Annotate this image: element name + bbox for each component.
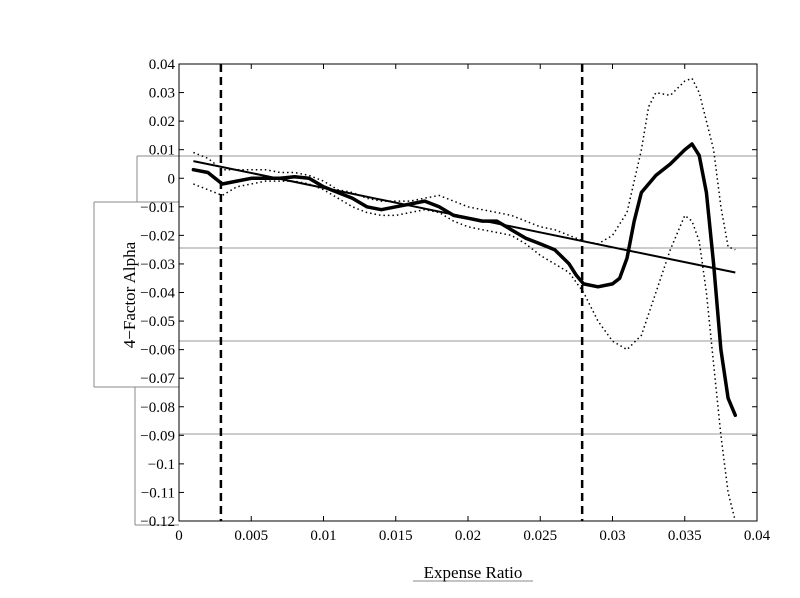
y-tick-label: −0.07: [140, 371, 175, 387]
y-tick-label: −0.05: [140, 314, 175, 330]
x-tick-label: 0.005: [234, 528, 268, 544]
y-tick-label: −0.12: [140, 514, 175, 530]
y-tick-label: 0: [168, 171, 176, 187]
panel-frame-lines: [93, 155, 757, 582]
x-tick-label: 0.03: [599, 528, 625, 544]
x-tick-label: 0.01: [310, 528, 336, 544]
upper-confidence-band: [193, 77, 736, 251]
x-tick-label: 0.04: [744, 528, 771, 544]
y-tick-label: −0.01: [140, 200, 175, 216]
series-layer: [191, 64, 738, 522]
y-tick-label: −0.08: [140, 400, 175, 416]
plot-area: [178, 63, 758, 522]
y-tick-label: 0.01: [149, 143, 175, 159]
x-tick-label: 0.02: [455, 528, 481, 544]
y-tick-label: −0.09: [140, 428, 175, 444]
y-axis: 0.04 0.03 0.02 0.01 0 −0.01 −0.02 −0.03 −0.04 −0.…: [140, 57, 757, 530]
y-axis-title: 4−Factor Alpha: [120, 241, 139, 348]
y-tick-label: −0.03: [140, 257, 175, 273]
linear-fit-line: [193, 160, 736, 274]
y-tick-label: −0.04: [140, 286, 175, 302]
x-axis: 0 0.005 0.01 0.015 0.02 0.025 0.03 0.035 0.04: [175, 64, 771, 544]
lower-confidence-band: [193, 180, 737, 522]
y-tick-label: 0.04: [149, 57, 176, 73]
y-tick-label: 0.03: [149, 86, 175, 102]
x-axis-title: Expense Ratio: [424, 563, 523, 582]
y-tick-label: −0.02: [140, 228, 175, 244]
alpha-estimate-line: [191, 142, 738, 418]
x-tick-label: 0: [175, 528, 183, 544]
y-tick-label: −0.11: [141, 485, 175, 501]
x-tick-label: 0.015: [379, 528, 413, 544]
y-tick-label: −0.06: [140, 343, 175, 359]
x-tick-label: 0.025: [523, 528, 557, 544]
y-tick-label: −0.1: [148, 457, 175, 473]
x-tick-label: 0.035: [668, 528, 702, 544]
y-tick-label: 0.02: [149, 114, 175, 130]
